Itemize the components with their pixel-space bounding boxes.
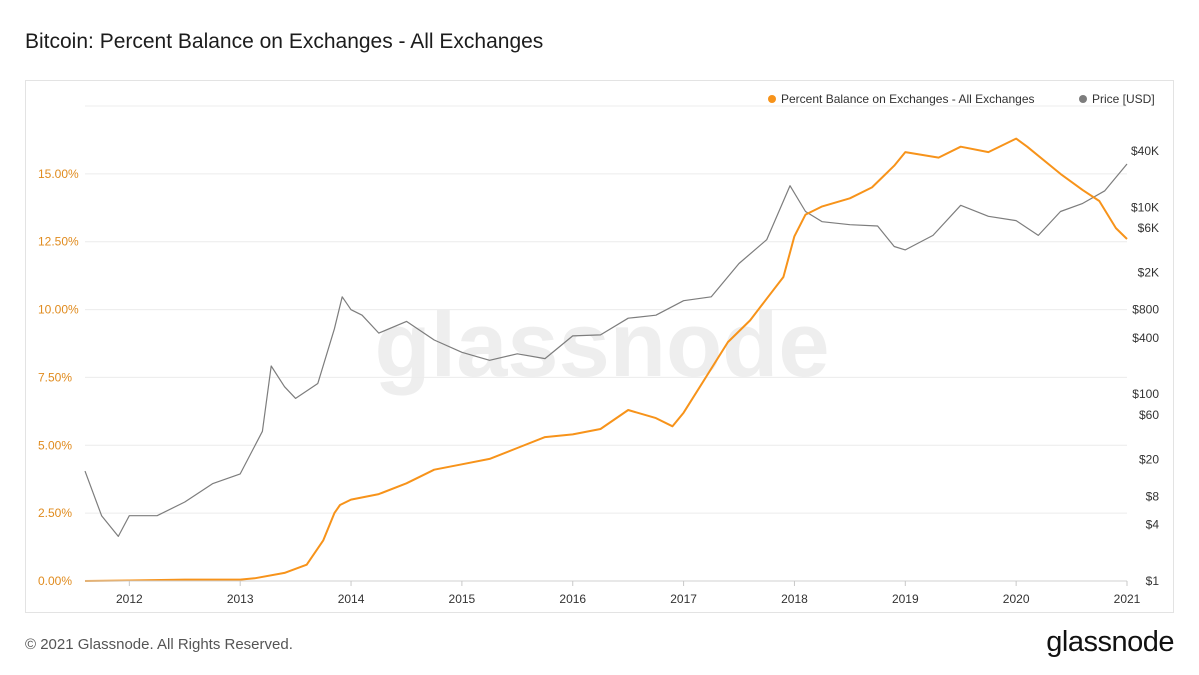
legend-price-label: Price [USD] <box>1092 92 1155 106</box>
right-axis-label: $8 <box>1146 490 1160 504</box>
left-axis-label: 10.00% <box>38 303 79 317</box>
chart-panel: glassnode 0.00% 2.50% 5.00% 7.50% 10.00% 12.5… <box>25 80 1174 613</box>
x-axis-label: 2013 <box>227 592 254 606</box>
x-axis-label: 2019 <box>892 592 919 606</box>
right-axis-label: $800 <box>1132 303 1159 317</box>
right-axis-label: $100 <box>1132 387 1159 401</box>
right-axis-label: $2K <box>1138 266 1159 280</box>
x-axis-label: 2016 <box>559 592 586 606</box>
series-group <box>84 137 1128 582</box>
x-axis-label: 2014 <box>338 592 365 606</box>
page-title: Bitcoin: Percent Balance on Exchanges - … <box>25 30 544 53</box>
right-axis-label: $1 <box>1146 574 1160 588</box>
x-axis-label: 2015 <box>449 592 476 606</box>
x-axis-label: 2021 <box>1114 592 1141 606</box>
x-axis-label: 2020 <box>1003 592 1030 606</box>
right-axis-label: $10K <box>1131 200 1159 214</box>
x-axis-label: 2012 <box>116 592 143 606</box>
copyright: © 2021 Glassnode. All Rights Reserved. <box>25 636 293 653</box>
legend-price-marker <box>1079 95 1087 103</box>
axes: 0.00% 2.50% 5.00% 7.50% 10.00% 12.50% 15.00% $1… <box>38 144 1159 606</box>
right-axis-label: $40K <box>1131 144 1159 158</box>
left-axis-label: 7.50% <box>38 370 72 384</box>
x-axis-label: 2018 <box>781 592 808 606</box>
right-axis-label: $400 <box>1132 331 1159 345</box>
legend[interactable]: Percent Balance on Exchanges - All Excha… <box>768 92 1155 106</box>
legend-balance-marker <box>768 95 776 103</box>
price-line <box>84 163 1128 537</box>
right-axis-label: $60 <box>1139 408 1159 422</box>
left-axis-label: 0.00% <box>38 574 72 588</box>
right-axis-label: $20 <box>1139 452 1159 466</box>
right-axis-label: $4 <box>1146 518 1160 532</box>
left-axis-label: 12.50% <box>38 235 79 249</box>
chart-svg: glassnode 0.00% 2.50% 5.00% 7.50% 10.00% 12.5… <box>38 92 1159 606</box>
balance-line <box>84 137 1128 582</box>
right-axis-label: $6K <box>1138 221 1159 235</box>
watermark: glassnode <box>374 294 829 396</box>
left-axis-label: 2.50% <box>38 506 72 520</box>
left-axis-label: 5.00% <box>38 438 72 452</box>
glassnode-logo[interactable]: glassnode <box>1046 626 1174 658</box>
x-axis-label: 2017 <box>670 592 697 606</box>
left-axis-label: 15.00% <box>38 167 79 181</box>
legend-balance-label: Percent Balance on Exchanges - All Excha… <box>781 92 1035 106</box>
